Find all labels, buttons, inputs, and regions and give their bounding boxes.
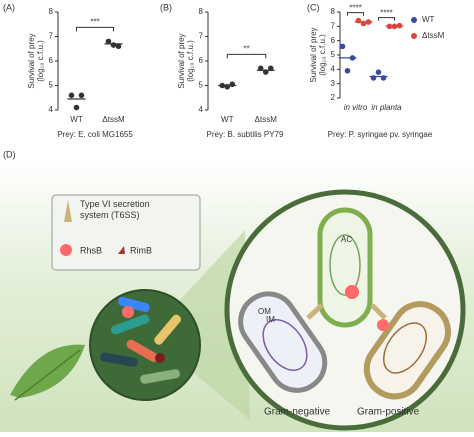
x-tick-label: WT (70, 115, 83, 124)
legend-text: RhsB (80, 245, 102, 255)
data-point (396, 22, 403, 29)
data-point (78, 92, 85, 99)
data-point (391, 23, 398, 30)
y-tick-label: 6 (331, 36, 336, 45)
data-point (257, 65, 264, 72)
data-point (68, 92, 75, 99)
y-tick-label: 8 (49, 7, 54, 16)
y-tick-label: 7 (331, 21, 336, 30)
legend-icon (60, 244, 72, 256)
significance: ** (243, 44, 249, 53)
label: IM (266, 315, 275, 324)
leaf (10, 344, 85, 398)
significance-bracket (226, 53, 267, 59)
data-point (110, 42, 117, 48)
caption: Prey: E. coli MG1655 (57, 130, 133, 139)
gram-positive-cell (363, 301, 452, 400)
significance: **** (349, 4, 361, 13)
data-point (339, 43, 346, 50)
y-tick-label: 6 (49, 56, 54, 65)
panel-label: (C) (307, 2, 320, 12)
y-axis-label: (log₁₀ c.f.u.) (186, 40, 195, 82)
attacker-cell (317, 207, 373, 328)
significance: *** (90, 18, 99, 27)
caption: Prey: B. subtilis PY79 (207, 130, 284, 139)
data-point (115, 43, 122, 50)
y-tick-label: 7 (199, 32, 204, 41)
label: OM (258, 307, 271, 316)
label: Gram-negative (264, 407, 331, 418)
diagram: (D) AC OM IM Gram-negative Gram-positiv (0, 149, 474, 432)
legend-text: Type VI secretion system (T6SS) (80, 199, 150, 220)
chart: 4 5 6 7 8 Survival of prey (log₁₀ c.f.u.) Prey:… (177, 7, 284, 139)
data-point (386, 23, 393, 30)
data-point (349, 55, 356, 61)
legend-marker (411, 33, 417, 39)
legend-marker (411, 17, 417, 23)
legend-text: RimB (130, 245, 152, 255)
data-point (267, 65, 274, 72)
y-tick-label: 5 (199, 81, 204, 90)
y-tick-label: 8 (331, 7, 336, 16)
y-tick-label: 4 (331, 64, 336, 73)
leaf-vein (14, 349, 81, 401)
data-point (105, 38, 112, 45)
bacteria (100, 296, 181, 384)
legend-label: WT (422, 15, 435, 24)
y-tick-label: 7 (49, 32, 54, 41)
data-point (365, 19, 372, 25)
caption: Prey: P. syringae pv. syringae (328, 130, 433, 139)
data-point (375, 69, 382, 75)
panel-label: (B) (160, 2, 172, 12)
y-axis-label: Survival of prey (27, 33, 36, 88)
t6ss (306, 303, 387, 320)
data-point (262, 69, 269, 75)
label: AC (341, 235, 352, 244)
data-point (73, 104, 80, 111)
y-tick-label: 2 (331, 93, 336, 102)
y-axis-label: Survival of prey (309, 27, 318, 82)
chart: 4 5 6 7 8 Survival of prey (log₁₀ c.f.u.) Prey:… (27, 7, 133, 139)
legend-box (51, 194, 201, 271)
y-tick-label: 6 (199, 56, 204, 65)
label: Gram-positive (357, 407, 420, 418)
x-tick-label: ΔtssM (255, 115, 278, 124)
legend-icon (118, 246, 125, 254)
significance-bracket (378, 17, 395, 21)
data-point (344, 67, 351, 74)
y-tick-label: 5 (49, 81, 54, 90)
significance-bracket (347, 12, 364, 16)
data-point (370, 75, 377, 81)
data-point (219, 82, 226, 89)
y-axis-label: Survival of prey (177, 33, 186, 88)
x-tick-label: in planta (371, 103, 402, 112)
y-tick-label: 8 (199, 7, 204, 16)
x-tick-label: ΔtssM (102, 115, 125, 124)
x-tick-label: WT (221, 115, 234, 124)
y-tick-label: 5 (331, 50, 336, 59)
data-point (355, 17, 362, 24)
data-point (229, 81, 236, 88)
y-axis-label: (log₁₀ c.f.u.) (36, 40, 45, 82)
significance: **** (380, 9, 392, 18)
panel-label: (A) (3, 2, 15, 12)
data-point (224, 83, 231, 90)
y-tick-label: 4 (49, 105, 54, 114)
data-point (380, 75, 387, 81)
data-point (360, 20, 367, 27)
panel-label: (D) (3, 149, 16, 159)
legend-icon (64, 200, 72, 222)
legend-label: ΔtssM (422, 31, 445, 40)
chart: 2 3 4 5 6 7 8 Survival of prey (log₁₀ c.f.u.) Pre… (309, 4, 444, 139)
y-axis-label: (log₁₀ c.f.u.) (318, 34, 327, 76)
significance-bracket (76, 26, 114, 32)
y-tick-label: 3 (331, 79, 336, 88)
y-tick-label: 4 (199, 105, 204, 114)
x-tick-label: in vitro (344, 103, 368, 112)
